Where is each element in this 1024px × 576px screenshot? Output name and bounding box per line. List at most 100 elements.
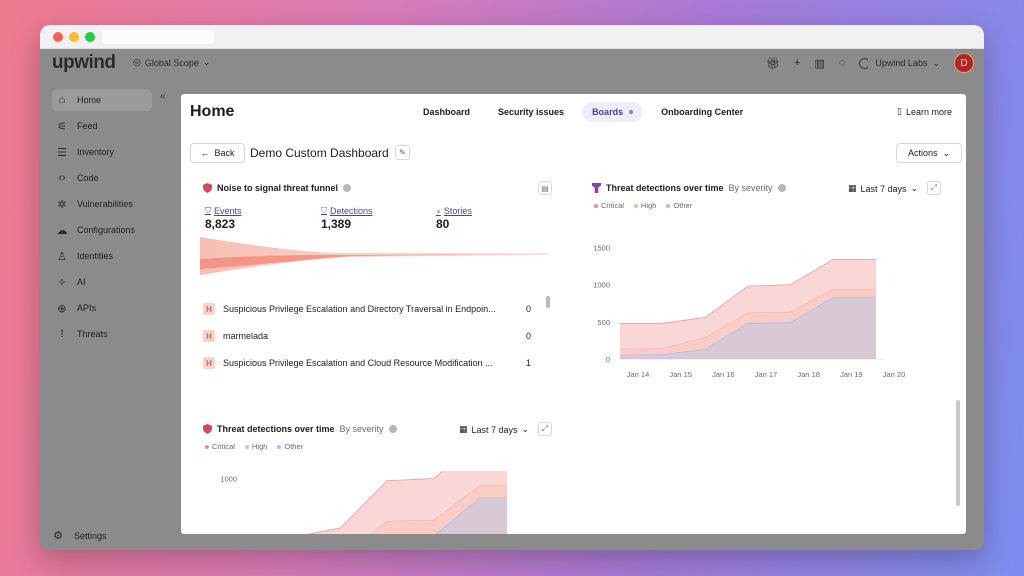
date-range-select-2[interactable]: ▦ Last 7 days ⌄	[459, 424, 529, 435]
tab-boards[interactable]: Boards	[582, 102, 644, 122]
legend-swatch	[277, 444, 282, 449]
area-other	[620, 297, 876, 359]
org-name: Upwind Labs	[875, 58, 928, 68]
list-item[interactable]: H Suspicious Privilege Escalation and Cl…	[203, 355, 531, 371]
shield-icon: ⛉	[205, 206, 211, 215]
expand-button[interactable]: ⤢	[927, 181, 941, 195]
expand-icon: ⤢	[930, 183, 938, 192]
page-title: Home	[190, 103, 235, 120]
active-dot-icon	[629, 110, 634, 114]
chevron-down-icon: ⌄	[202, 57, 211, 67]
collapse-sidebar-icon[interactable]: «	[160, 91, 166, 102]
sidebar-item-apis[interactable]: ⊕ APIs	[52, 297, 152, 319]
top-actions: 🎁︎ + ▥ ◌ Upwind Labs ⌄ D	[766, 53, 974, 73]
date-range-label: Last 7 days	[471, 424, 518, 435]
back-button[interactable]: ← Back	[190, 143, 245, 163]
row-text: Suspicious Privilege Escalation and Dire…	[223, 304, 496, 314]
settings-label: Settings	[74, 530, 107, 541]
sidebar-item-label: Inventory	[77, 147, 115, 157]
legend-swatch	[594, 203, 598, 208]
tab-dashboard[interactable]: Dashboard	[413, 102, 480, 122]
address-bar[interactable]	[102, 30, 214, 44]
sidebar-item-vulnerabilities[interactable]: ✲ Vulnerabilities	[52, 193, 152, 215]
tab-label: Dashboard	[423, 107, 471, 117]
detections-subtitle: By severity	[339, 424, 384, 434]
detections-subtitle: By severity	[728, 183, 773, 193]
line-high	[619, 288, 876, 350]
sidebar-item-identities[interactable]: ♙ Identities	[52, 245, 152, 267]
sidebar-item-home[interactable]: ⌂ Home	[52, 89, 152, 111]
page-scrollbar[interactable]	[956, 400, 960, 506]
legend-item-other[interactable]: Other	[277, 442, 303, 451]
tab-onboarding-center[interactable]: Onboarding Center	[651, 102, 753, 122]
tab-label: Onboarding Center	[661, 107, 744, 117]
line-critical	[620, 258, 876, 324]
funnel-band	[200, 237, 548, 275]
x-tick-label: Jan 16	[712, 370, 735, 379]
expand-icon: ⤢	[541, 424, 549, 433]
legend-item-critical[interactable]: Critical	[205, 442, 235, 451]
scope-selector[interactable]: ◎ Global Scope ⌄	[133, 57, 210, 68]
metric-events[interactable]: ⛉ Events 8,823	[205, 206, 242, 231]
legend-label: Other	[284, 442, 304, 451]
list-item[interactable]: H Suspicious Privilege Escalation and Di…	[203, 301, 531, 317]
legend-item-critical[interactable]: Critical	[594, 201, 624, 210]
info-icon[interactable]	[777, 184, 786, 192]
legend-item-high[interactable]: High	[244, 442, 267, 451]
y-tick-label: 0	[606, 355, 610, 364]
date-range-select[interactable]: ▦ Last 7 days ⌄	[848, 183, 918, 194]
expand-button-2[interactable]: ⤢	[538, 422, 552, 436]
plus-icon[interactable]: +	[794, 57, 801, 69]
actions-button[interactable]: Actions ⌄	[896, 143, 962, 163]
pencil-icon: ✎	[399, 148, 406, 157]
legend-label: Critical	[601, 201, 624, 210]
severity-badge: H	[203, 357, 215, 369]
sidebar-item-code[interactable]: ‹› Code	[52, 167, 152, 189]
sidebar-item-inventory[interactable]: ☰ Inventory	[52, 141, 152, 163]
alert-icon: !	[60, 328, 64, 340]
sidebar-item-threats[interactable]: ! Threats	[52, 323, 152, 345]
window-titlebar	[40, 25, 984, 49]
sidebar-item-label: AI	[77, 277, 86, 287]
card-menu-button[interactable]: ▤	[538, 181, 552, 195]
metric-detections[interactable]: ⛉ Detections 1,389	[321, 206, 373, 231]
metric-value: 80	[436, 217, 450, 231]
close-window-button[interactable]	[53, 32, 63, 42]
org-selector[interactable]: Upwind Labs ⌄	[859, 57, 940, 69]
funnel-scrollbar[interactable]	[546, 296, 550, 308]
shield-icon: ⛉	[321, 206, 327, 215]
info-icon[interactable]	[343, 184, 352, 192]
chevron-down-icon: ⌄	[521, 424, 530, 434]
cloud-icon: ☁	[56, 224, 68, 237]
edit-title-button[interactable]: ✎	[395, 145, 410, 160]
sidebar-item-feed[interactable]: ⚟ Feed	[52, 115, 152, 137]
info-icon[interactable]	[388, 425, 397, 433]
minimize-window-button[interactable]	[69, 32, 79, 42]
sidebar-item-ai[interactable]: ✧ AI	[52, 271, 152, 293]
sidebar-item-settings[interactable]: ⚙ Settings	[52, 529, 107, 542]
x-tick-label: Jan 15	[669, 370, 692, 379]
org-icon	[859, 57, 871, 69]
maximize-window-button[interactable]	[85, 32, 95, 42]
funnel-band-inner	[200, 254, 548, 269]
x-tick-label: Jan 18	[797, 370, 820, 379]
legend-label: Other	[673, 201, 693, 210]
upwind-logo[interactable]: upwind	[52, 52, 116, 73]
book-icon[interactable]: ▥	[814, 57, 825, 70]
bug-icon: ✲	[57, 198, 67, 211]
legend-item-high[interactable]: High	[633, 201, 656, 210]
avatar[interactable]: D	[954, 53, 974, 73]
detections-chart: 0 500 1000 1500 Jan 14 Jan 15 Jan 16 Jan 17 Jan …	[593, 243, 905, 379]
metric-stories[interactable]: ● Stories 80	[436, 206, 472, 231]
learn-more-link[interactable]: ▯ Learn more	[897, 106, 952, 117]
chevron-down-icon: ⌄	[910, 183, 919, 193]
detections-card-title: Threat detections over time By severity	[592, 183, 786, 193]
gift-icon[interactable]: 🎁︎	[766, 57, 781, 70]
sidebar-item-configurations[interactable]: ☁ Configurations	[52, 219, 152, 241]
home-icon: ⌂	[58, 94, 66, 106]
chat-icon[interactable]: ◌	[838, 57, 846, 69]
tab-security-issues[interactable]: Security issues	[488, 102, 574, 122]
list-item[interactable]: H marmelada 0	[203, 328, 531, 344]
legend-item-other[interactable]: Other	[666, 201, 692, 210]
severity-badge: H	[203, 330, 215, 342]
